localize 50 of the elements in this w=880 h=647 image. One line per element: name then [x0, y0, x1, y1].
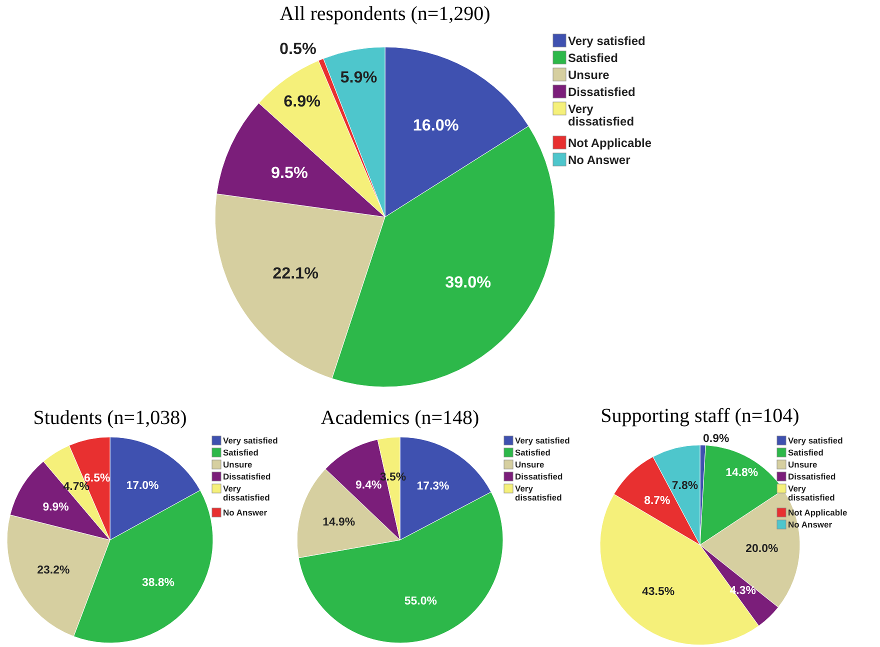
legend-label: Satisfied — [515, 448, 550, 458]
data-label: 6.9% — [284, 92, 321, 110]
legend-label: Dissatisfied — [568, 85, 636, 100]
data-label: 14.9% — [322, 516, 356, 529]
data-label: 0.5% — [279, 40, 316, 58]
data-label: 8.7% — [644, 495, 670, 508]
data-label: 43.5% — [642, 586, 675, 598]
legend-label: No Answer — [223, 508, 268, 518]
chart-title: Supporting staff (n=104) — [600, 405, 800, 427]
data-label: 17.0% — [126, 480, 159, 492]
data-label: 39.0% — [445, 273, 492, 292]
legend-label: Not Applicable — [788, 508, 848, 518]
data-label: 38.8% — [142, 576, 175, 589]
legend-label: Dissatisfied — [788, 472, 836, 482]
legend-label: Not Applicable — [568, 136, 652, 150]
legend-label: Very satisfied — [515, 436, 570, 446]
data-label: 20.0% — [746, 542, 778, 555]
legend-label: Unsure — [223, 460, 253, 470]
data-label: 16.0% — [412, 116, 459, 134]
legend-label: Very dissatisfied — [223, 484, 270, 503]
legend-label: Satisfied — [223, 448, 258, 458]
legend-label: Satisfied — [568, 51, 618, 66]
legend-label: Satisfied — [788, 448, 824, 458]
legend-label: No Answer — [568, 153, 631, 168]
chart-title: All respondents (n=1,290) — [280, 3, 490, 25]
legend-label: Unsure — [568, 68, 610, 82]
data-label: 7.8% — [672, 480, 698, 492]
legend-label: Very satisfied — [788, 436, 843, 446]
legend-label: Dissatisfied — [515, 472, 563, 482]
legend-label: No Answer — [788, 520, 833, 530]
data-label: 23.2% — [37, 564, 70, 577]
data-label: 17.3% — [416, 480, 450, 492]
data-label: 14.8% — [726, 467, 758, 480]
legend-label: Very satisfied — [223, 436, 278, 446]
data-label: 22.1% — [272, 264, 319, 282]
legend-label: Very satisfied — [568, 34, 646, 48]
legend-label: Unsure — [788, 460, 818, 470]
legend-label: Unsure — [515, 460, 545, 470]
data-label: 9.5% — [270, 164, 308, 182]
legend-label: Very dissatisfied — [515, 484, 562, 503]
data-label: 9.9% — [42, 501, 69, 514]
legend-label: Very dissatisfied — [788, 484, 835, 503]
chart-title: Academics (n=148) — [320, 407, 480, 429]
data-label: 0.9% — [703, 433, 730, 446]
chart-title: Students (n=1,038) — [33, 407, 187, 429]
data-label: 9.4% — [355, 479, 382, 492]
legend-label: Very dissatisfied — [568, 102, 634, 129]
data-label: 5.9% — [340, 68, 378, 86]
data-label: 55.0% — [404, 595, 437, 608]
legend-label: Dissatisfied — [223, 472, 271, 482]
